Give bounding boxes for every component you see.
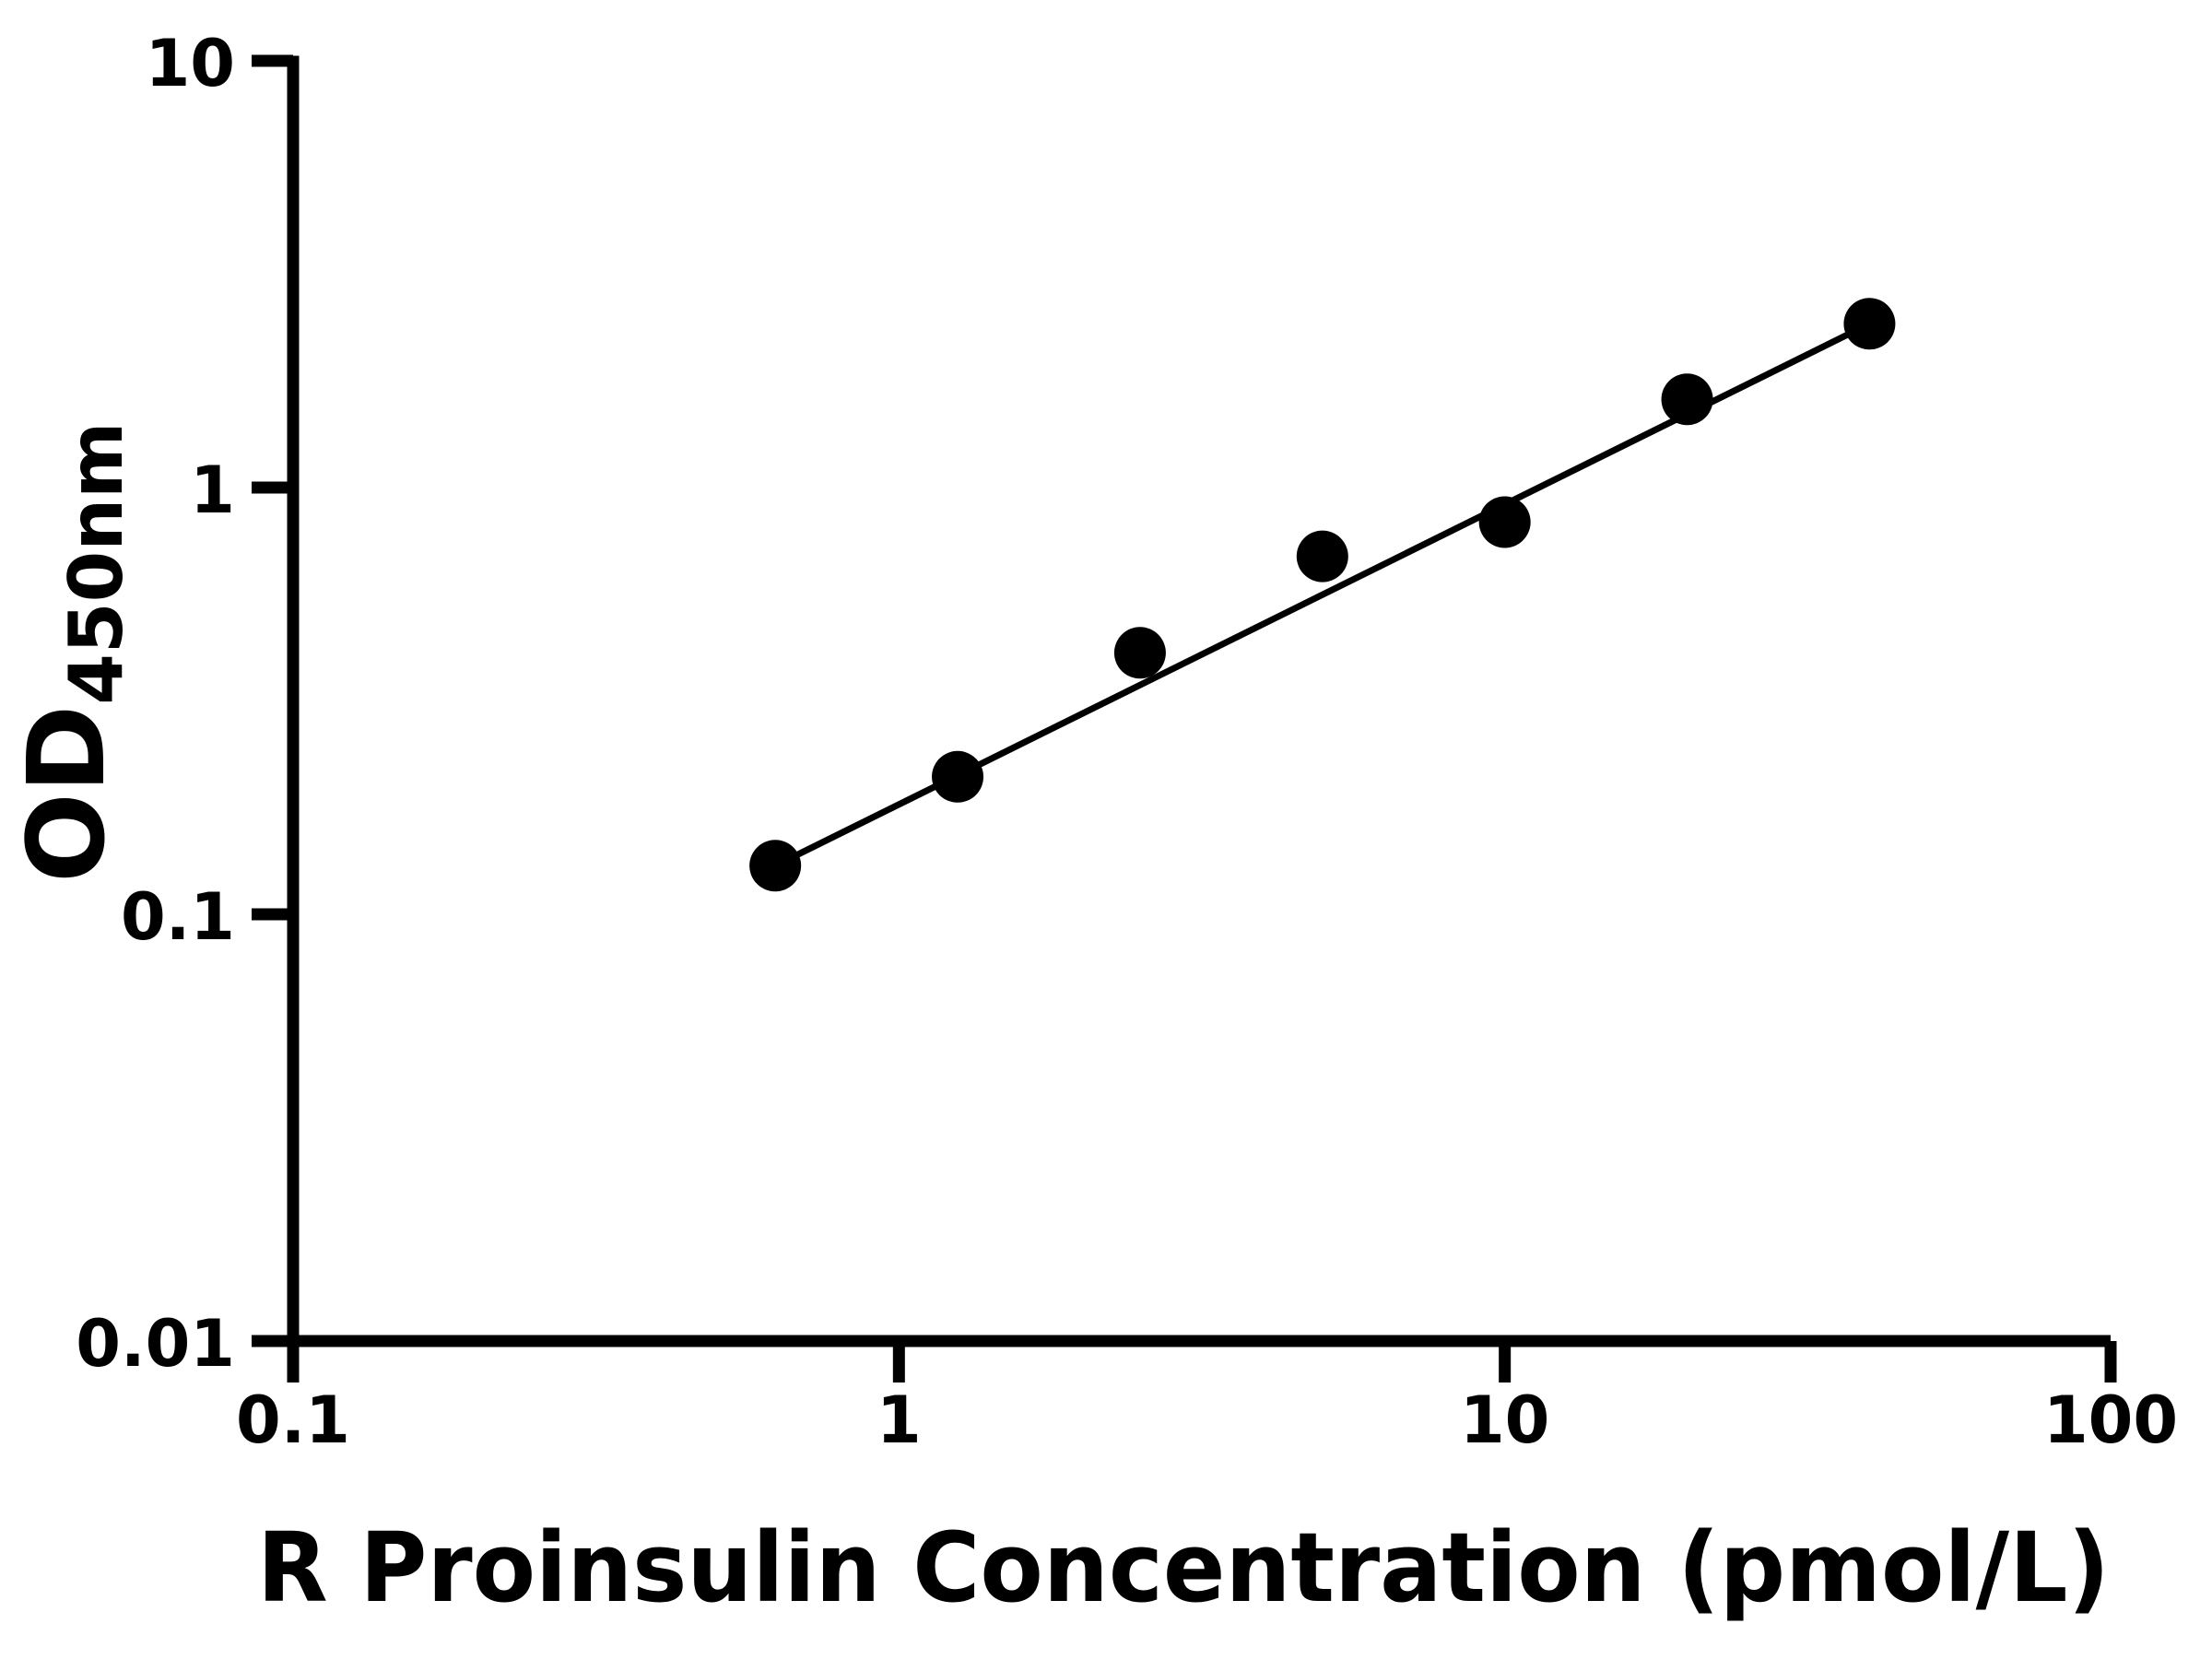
y-axis-title: OD450nm <box>6 421 139 883</box>
data-point <box>1296 530 1348 582</box>
data-point <box>1113 627 1166 679</box>
data-point <box>1843 298 1896 350</box>
y-axis-title-main: OD <box>6 705 129 883</box>
x-axis-title: R Proinsulin Concentration (pmol/L) <box>257 1512 2110 1624</box>
x-tick-label: 100 <box>2043 1382 2178 1458</box>
x-tick-label: 0.1 <box>236 1382 350 1458</box>
y-tick-label: 0.1 <box>121 879 235 955</box>
y-tick-label: 1 <box>190 453 235 528</box>
x-tick-label: 1 <box>877 1382 922 1458</box>
y-tick-label: 0.01 <box>76 1306 235 1382</box>
x-tick-label: 10 <box>1460 1382 1549 1458</box>
data-point <box>749 840 802 892</box>
data-point <box>1661 373 1713 426</box>
y-axis-title-subscript: 450nm <box>53 421 139 704</box>
axis-spine <box>287 55 2111 1347</box>
y-tick-label: 10 <box>146 26 235 101</box>
data-point <box>1478 496 1531 548</box>
data-point <box>932 750 984 803</box>
